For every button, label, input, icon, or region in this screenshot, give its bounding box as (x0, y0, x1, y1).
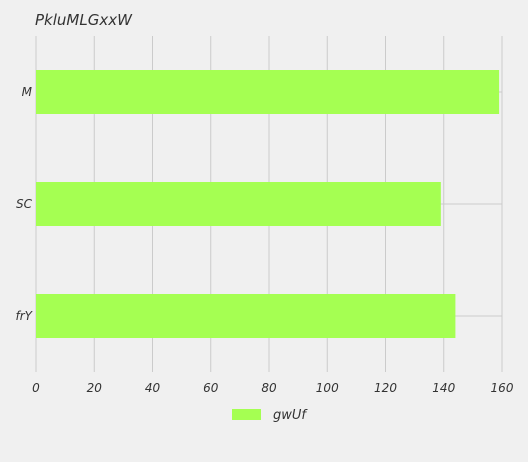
legend-swatch (232, 409, 261, 420)
legend-label: gwUf (273, 408, 308, 423)
x-axis-tick-labels: 0 20 40 60 80 100 120 140 160 (32, 381, 514, 395)
x-tick-label: 120 (374, 381, 397, 395)
bar (36, 294, 456, 338)
x-tick-label: 20 (87, 381, 103, 395)
x-tick-label: 0 (32, 381, 40, 395)
bar (36, 70, 500, 114)
x-tick-label: 80 (261, 381, 277, 395)
chart-title: PkluMLGxxW (35, 11, 133, 29)
y-axis-tick-labels: M SC frY (16, 85, 34, 323)
x-tick-label: 160 (491, 381, 514, 395)
y-tick-label: frY (16, 309, 34, 323)
y-tick-label: M (22, 85, 33, 99)
bars (36, 70, 500, 338)
x-tick-label: 40 (145, 381, 161, 395)
x-tick-label: 100 (316, 381, 339, 395)
x-tick-label: 140 (432, 381, 455, 395)
bar (36, 182, 441, 226)
y-tick-label: SC (16, 197, 33, 211)
legend: gwUf (232, 408, 308, 423)
x-tick-label: 60 (203, 381, 219, 395)
